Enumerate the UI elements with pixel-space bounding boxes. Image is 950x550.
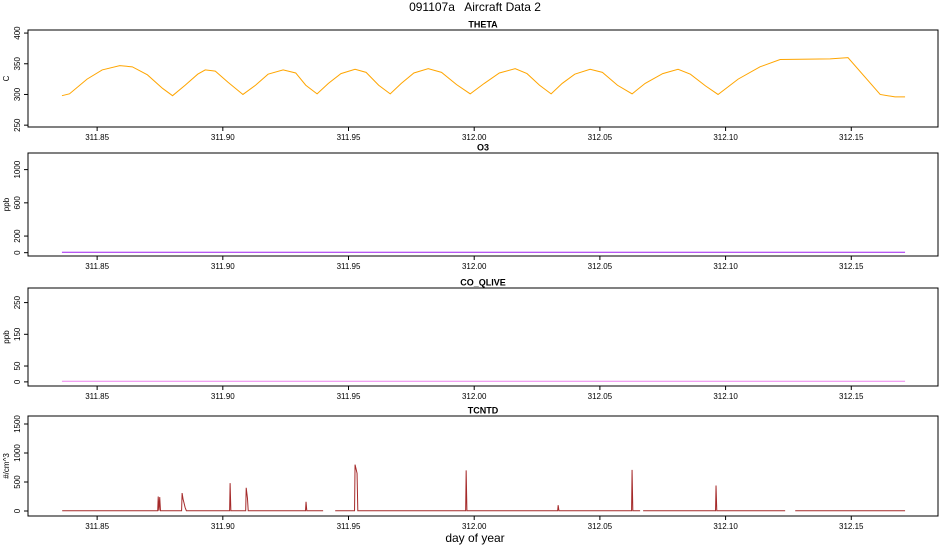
- x-tick-label: 312.05: [588, 392, 613, 401]
- x-tick-label: 312.15: [839, 392, 864, 401]
- y-tick-label: 1000: [13, 160, 22, 178]
- x-tick-label: 311.95: [337, 522, 361, 531]
- x-tick-label: 311.90: [211, 262, 235, 271]
- y-tick-label: 0: [13, 250, 22, 255]
- x-tick-label: 312.15: [839, 262, 864, 271]
- x-tick-label: 312.10: [713, 392, 738, 401]
- y-tick-label: 150: [13, 327, 22, 341]
- x-tick-label: 311.95: [337, 262, 361, 271]
- panel-title: THETA: [468, 19, 498, 29]
- x-tick-label: 312.15: [839, 133, 864, 142]
- y-tick-label: 50: [13, 361, 22, 370]
- x-tick-label: 312.15: [839, 522, 864, 531]
- y-tick-label: 250: [13, 118, 22, 132]
- y-tick-label: 200: [13, 229, 22, 243]
- y-axis-label: C: [2, 75, 11, 81]
- y-axis-label: ppb: [2, 330, 11, 344]
- y-axis-label: ppb: [2, 197, 11, 211]
- x-tick-label: 311.85: [85, 392, 109, 401]
- y-tick-label: 500: [13, 475, 22, 489]
- x-tick-label: 312.05: [588, 133, 613, 142]
- x-tick-label: 311.90: [211, 392, 235, 401]
- panel-title: O3: [477, 142, 489, 152]
- y-tick-label: 250: [13, 295, 22, 309]
- x-tick-label: 312.05: [588, 262, 613, 271]
- x-tick-label: 312.05: [588, 522, 613, 531]
- x-tick-label: 311.95: [337, 133, 361, 142]
- x-tick-label: 312.00: [462, 392, 487, 401]
- y-tick-label: 0: [13, 379, 22, 384]
- y-tick-label: 600: [13, 196, 22, 210]
- data-line: [61, 57, 906, 98]
- y-tick-label: 0: [13, 508, 22, 513]
- y-tick-label: 300: [13, 87, 22, 101]
- x-axis-label: day of year: [445, 531, 504, 545]
- x-tick-label: 311.85: [85, 522, 109, 531]
- plot-frame: [27, 415, 939, 517]
- x-tick-label: 312.00: [462, 522, 487, 531]
- y-tick-label: 1000: [13, 444, 22, 462]
- y-axis-label: #/cm^3: [2, 453, 11, 479]
- x-tick-label: 312.10: [713, 262, 738, 271]
- y-tick-label: 1500: [13, 415, 22, 433]
- y-tick-label: 400: [13, 26, 22, 40]
- plot-frame: [27, 152, 939, 257]
- x-tick-label: 311.95: [337, 392, 361, 401]
- x-tick-label: 312.00: [462, 133, 487, 142]
- x-tick-label: 311.85: [85, 133, 109, 142]
- x-tick-label: 311.90: [211, 522, 235, 531]
- panel-title: TCNTD: [468, 405, 499, 415]
- x-tick-label: 312.10: [713, 133, 738, 142]
- x-tick-label: 312.10: [713, 522, 738, 531]
- x-tick-label: 312.00: [462, 262, 487, 271]
- plot-frame: [27, 29, 939, 128]
- x-tick-label: 311.85: [85, 262, 109, 271]
- y-tick-label: 350: [13, 57, 22, 71]
- plot-frame: [27, 287, 939, 387]
- chart-title: 091107a Aircraft Data 2: [409, 0, 541, 14]
- panel-title: CO_QLIVE: [460, 277, 506, 287]
- data-line: [62, 464, 906, 512]
- x-tick-label: 311.90: [211, 133, 235, 142]
